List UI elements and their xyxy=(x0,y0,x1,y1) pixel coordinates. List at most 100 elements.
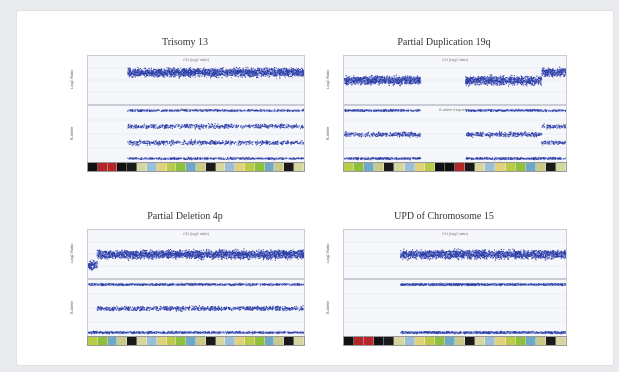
data-point xyxy=(158,142,160,144)
data-point xyxy=(129,69,131,71)
data-point xyxy=(281,70,283,72)
data-point xyxy=(258,68,260,70)
data-point xyxy=(298,126,300,128)
data-point xyxy=(210,143,212,145)
data-point xyxy=(156,157,158,159)
data-point xyxy=(223,72,225,74)
data-point xyxy=(265,124,267,126)
data-point xyxy=(169,68,171,70)
data-point xyxy=(160,67,162,69)
data-point xyxy=(128,71,130,73)
data-point xyxy=(274,158,276,160)
data-point xyxy=(290,70,292,72)
data-point xyxy=(208,109,210,111)
data-point xyxy=(135,157,137,159)
data-point xyxy=(130,74,132,76)
data-point xyxy=(157,73,159,75)
data-point xyxy=(294,125,296,127)
data-point xyxy=(178,110,180,112)
data-point xyxy=(282,70,284,72)
data-point xyxy=(275,143,277,145)
data-point xyxy=(185,124,187,126)
data-point xyxy=(214,72,216,74)
data-point xyxy=(205,71,207,73)
data-point xyxy=(209,143,211,145)
data-point xyxy=(260,71,262,73)
data-point xyxy=(289,125,291,127)
data-point xyxy=(257,157,259,159)
data-point xyxy=(282,73,284,75)
data-point xyxy=(174,126,176,128)
data-point xyxy=(207,142,209,144)
data-point xyxy=(222,70,224,72)
data-point xyxy=(254,72,256,74)
data-point xyxy=(145,142,147,144)
data-point xyxy=(138,70,140,72)
data-point xyxy=(215,141,217,143)
data-point xyxy=(201,157,203,159)
data-point xyxy=(250,109,252,111)
data-point xyxy=(175,126,177,128)
data-point xyxy=(156,142,158,144)
data-point xyxy=(265,143,267,145)
data-point xyxy=(239,157,241,159)
data-point xyxy=(204,73,206,75)
data-point xyxy=(225,139,227,141)
data-point xyxy=(148,70,150,72)
data-point xyxy=(286,110,288,112)
data-point xyxy=(283,124,285,126)
data-point xyxy=(205,125,207,127)
data-point xyxy=(164,125,166,127)
data-point xyxy=(165,127,167,129)
data-point xyxy=(222,140,224,142)
data-point xyxy=(257,141,259,143)
data-point xyxy=(218,73,220,75)
data-point xyxy=(261,74,263,76)
data-point xyxy=(128,72,130,74)
data-point xyxy=(171,71,173,73)
data-point xyxy=(272,73,274,75)
data-point xyxy=(234,67,236,69)
data-point xyxy=(147,141,149,143)
data-point xyxy=(289,70,291,72)
data-point xyxy=(259,72,261,74)
data-point xyxy=(185,69,187,71)
data-point xyxy=(149,158,151,160)
data-point xyxy=(200,70,202,72)
data-point xyxy=(266,68,268,70)
data-point xyxy=(257,126,259,128)
data-point xyxy=(273,75,275,77)
data-point xyxy=(145,126,147,128)
data-point xyxy=(178,74,180,76)
data-point xyxy=(188,69,190,71)
data-point xyxy=(205,127,207,129)
data-point xyxy=(216,126,218,128)
data-point xyxy=(190,157,192,159)
data-point xyxy=(279,127,281,129)
data-point xyxy=(194,109,196,111)
data-point xyxy=(146,109,148,111)
data-point xyxy=(193,157,195,159)
data-point xyxy=(129,126,131,128)
data-point xyxy=(283,142,285,144)
data-point xyxy=(135,126,137,128)
data-point xyxy=(199,126,201,128)
data-point xyxy=(182,68,184,70)
data-point xyxy=(302,142,304,144)
data-point xyxy=(174,74,176,76)
series-segment xyxy=(127,108,305,161)
data-point xyxy=(223,74,225,76)
data-point xyxy=(275,77,277,79)
data-point xyxy=(270,157,272,159)
data-point xyxy=(150,126,152,128)
data-point xyxy=(174,68,176,70)
data-point xyxy=(265,141,267,143)
data-point xyxy=(287,125,289,127)
data-point xyxy=(282,124,284,126)
data-point xyxy=(213,110,215,112)
data-point xyxy=(262,74,264,76)
data-point xyxy=(249,69,251,71)
data-point xyxy=(304,110,305,111)
data-point xyxy=(145,73,147,75)
data-point xyxy=(130,71,132,73)
